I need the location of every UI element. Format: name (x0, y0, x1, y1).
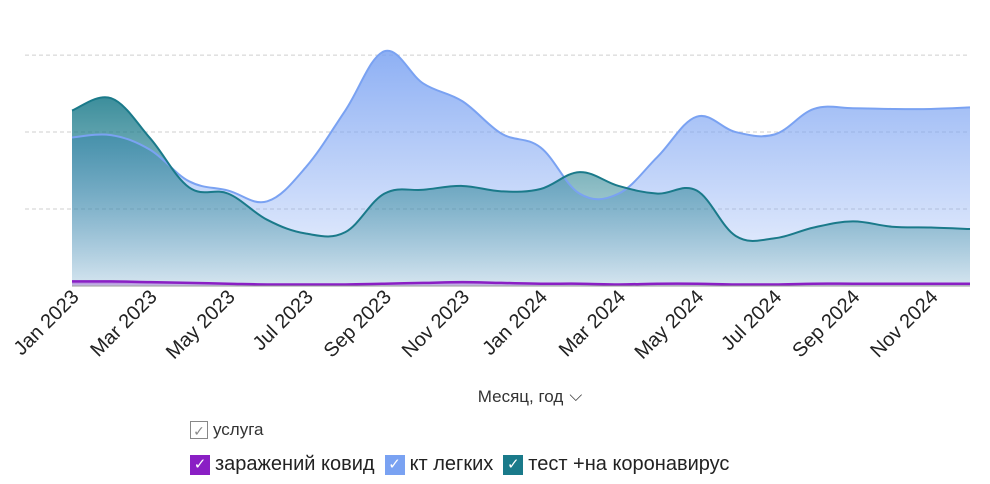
series-line-0 (71, 49, 971, 204)
chevron-down-icon: ⌵ (569, 386, 583, 405)
x-axis-title-text: Месяц, год (477, 387, 564, 406)
x-axis-title[interactable]: Месяц, год ⌵ (430, 386, 630, 407)
series-areas (72, 50, 970, 287)
legend-label: тест +на коронавирус (528, 453, 730, 475)
series-line-2 (71, 280, 970, 286)
x-tick-label: May 2024 (631, 286, 709, 364)
legend-item-kovid[interactable]: ✓ заражений ковид (190, 453, 375, 476)
x-tick-label: Jul 2023 (249, 286, 318, 355)
legend-title-text: услуга (213, 420, 264, 439)
area-chart: Jan 2023 Mar 2023 May 2023 Jul 2023 Sep 2023… (10, 49, 971, 364)
series-lines (71, 49, 971, 286)
x-tick-label: Sep 2024 (788, 286, 864, 362)
series-line-1 (71, 96, 971, 242)
x-tick-label: Nov 2024 (866, 286, 942, 362)
x-tick-label: Mar 2023 (86, 286, 161, 361)
series-area-0 (72, 50, 970, 287)
x-tick-label: Jan 2024 (478, 286, 552, 360)
x-tick-label: Jul 2024 (717, 286, 786, 355)
x-tick-label: Nov 2023 (398, 286, 474, 362)
legend-item-kt[interactable]: ✓ кт легких (384, 453, 494, 476)
x-tick-label: Sep 2023 (320, 286, 396, 362)
series-area-1 (72, 97, 970, 287)
legend-item-test[interactable]: ✓ тест +на коронавирус (503, 453, 729, 476)
x-tick-label: Mar 2024 (555, 286, 630, 361)
x-tick-label: Jan 2023 (10, 286, 84, 360)
legend: ✓ заражений ковид ✓ кт легких ✓ тест +на… (190, 453, 739, 476)
legend-label: заражений ковид (215, 453, 375, 475)
legend-title[interactable]: ✓ услуга (190, 420, 264, 440)
checkbox-icon: ✓ (190, 421, 208, 439)
x-tick-label: May 2023 (162, 286, 240, 364)
x-axis: Jan 2023 Mar 2023 May 2023 Jul 2023 Sep 2023… (10, 285, 970, 364)
legend-swatch-test: ✓ (503, 454, 524, 475)
legend-swatch-kovid: ✓ (190, 454, 210, 475)
legend-label: кт легких (409, 453, 494, 475)
legend-swatch-kt: ✓ (384, 454, 405, 475)
